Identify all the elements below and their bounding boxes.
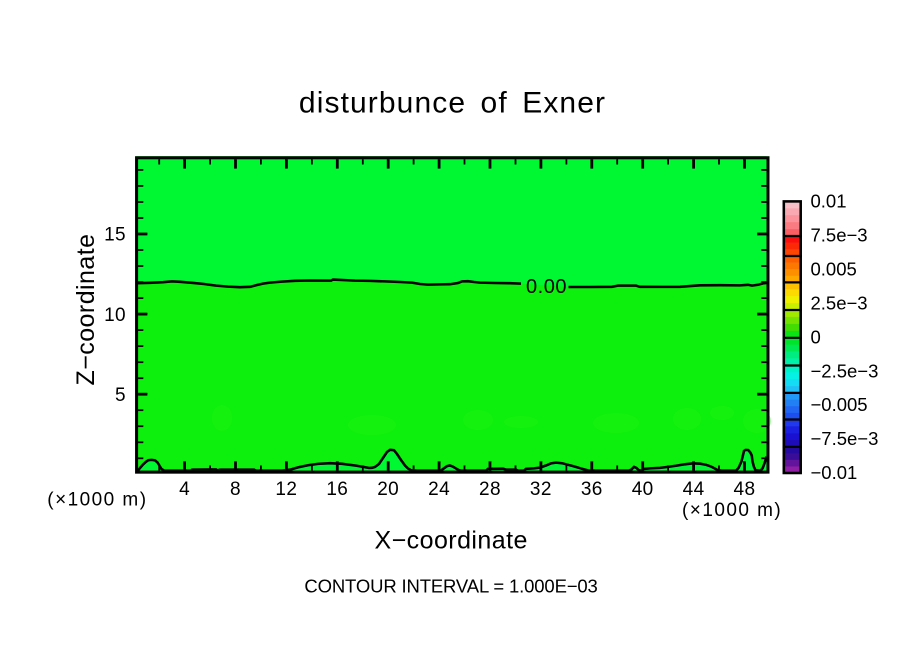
- svg-text:(×1000 m): (×1000 m): [47, 489, 147, 510]
- svg-text:(×1000 m): (×1000 m): [682, 500, 782, 521]
- svg-text:−0.005: −0.005: [811, 394, 868, 415]
- svg-text:48: 48: [734, 479, 756, 500]
- svg-text:5: 5: [115, 385, 126, 406]
- svg-text:28: 28: [479, 479, 501, 500]
- svg-text:0.00: 0.00: [526, 276, 567, 298]
- svg-text:4: 4: [179, 479, 190, 500]
- svg-text:Z−coordinate: Z−coordinate: [72, 233, 100, 385]
- svg-text:−2.5e−3: −2.5e−3: [811, 360, 879, 381]
- svg-text:−0.01: −0.01: [811, 462, 858, 483]
- svg-text:0.005: 0.005: [811, 259, 857, 280]
- svg-text:CONTOUR INTERVAL = 1.000E−03: CONTOUR INTERVAL = 1.000E−03: [304, 576, 597, 597]
- svg-text:12: 12: [275, 479, 297, 500]
- svg-text:20: 20: [377, 479, 399, 500]
- svg-text:8: 8: [230, 479, 241, 500]
- svg-text:2.5e−3: 2.5e−3: [811, 292, 868, 313]
- svg-text:40: 40: [632, 479, 654, 500]
- svg-text:24: 24: [428, 479, 450, 500]
- svg-text:X−coordinate: X−coordinate: [374, 526, 527, 554]
- svg-text:0.01: 0.01: [811, 191, 847, 212]
- svg-text:15: 15: [104, 225, 126, 246]
- svg-text:36: 36: [581, 479, 603, 500]
- svg-text:7.5e−3: 7.5e−3: [811, 225, 868, 246]
- svg-text:16: 16: [326, 479, 348, 500]
- svg-text:−7.5e−3: −7.5e−3: [811, 428, 879, 449]
- svg-text:44: 44: [683, 479, 705, 500]
- svg-text:32: 32: [530, 479, 552, 500]
- svg-text:disturbunce of Exner: disturbunce of Exner: [299, 87, 606, 120]
- svg-text:10: 10: [104, 305, 126, 326]
- svg-text:0: 0: [811, 326, 821, 347]
